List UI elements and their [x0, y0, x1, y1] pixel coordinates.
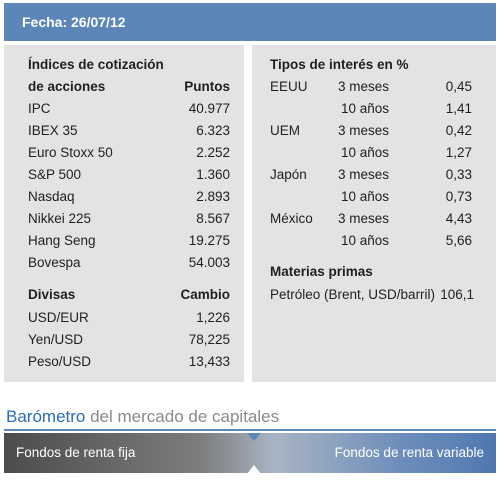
currency-value: 1,226 [196, 310, 230, 325]
index-name: IPC [28, 101, 51, 116]
index-name: S&P 500 [28, 167, 82, 182]
divisas-title: Divisas [28, 287, 76, 302]
rate-country: EEUU [270, 79, 308, 94]
index-name: IBEX 35 [28, 123, 78, 138]
rate-value: 1,41 [445, 101, 472, 116]
left-panel: Índices de cotización de acciones Puntos… [4, 45, 244, 382]
rate-term: 3 meses [337, 167, 389, 182]
barometro-left-label: Fondos de renta fija [16, 445, 136, 460]
rate-term: 3 meses [337, 123, 389, 138]
commodity-value: 106,1 [440, 287, 474, 302]
index-value: 8.567 [196, 211, 230, 226]
index-value: 54.003 [188, 255, 230, 270]
rate-value: 0,42 [445, 123, 472, 138]
rate-term: 3 meses [337, 211, 389, 226]
tipos-title: Tipos de interés en % [270, 57, 409, 72]
rate-value: 4,43 [445, 211, 472, 226]
right-panel: Tipos de interés en % EEUU 3 meses 0,45 … [252, 45, 496, 382]
index-name: Nasdaq [28, 189, 75, 204]
rate-country: Japón [270, 167, 307, 182]
barometro-gauge: Fondos de renta fija Fondos de renta var… [4, 433, 496, 473]
rate-value: 0,33 [445, 167, 472, 182]
indices-title: Índices de cotización [28, 57, 164, 72]
rate-term: 10 años [340, 101, 389, 116]
index-value: 2.252 [196, 145, 230, 160]
rate-country: UEM [270, 123, 300, 138]
date-header: Fecha: 26/07/12 [4, 3, 496, 41]
rate-term: 3 meses [337, 79, 389, 94]
commodity-name: Petróleo (Brent, USD/barril) [270, 287, 436, 302]
rate-value: 5,66 [445, 233, 472, 248]
index-name: Nikkei 225 [28, 211, 92, 226]
index-value: 6.323 [196, 123, 230, 138]
currency-name: Peso/USD [28, 354, 92, 369]
index-name: Euro Stoxx 50 [28, 145, 113, 160]
rate-value: 0,73 [445, 189, 472, 204]
rate-term: 10 años [340, 189, 389, 204]
rate-country: México [270, 211, 313, 226]
currency-value: 13,433 [188, 354, 230, 369]
indices-subtitle: de acciones [28, 79, 106, 94]
barometro-title: Barómetro del mercado de capitales [6, 406, 279, 428]
index-name: Bovespa [28, 255, 81, 270]
pointer-down-icon [247, 433, 261, 441]
rate-value: 1,27 [445, 145, 472, 160]
index-value: 2.893 [196, 189, 230, 204]
barometro-right-label: Fondos de renta variable [334, 445, 484, 460]
barometro-title-rest: del mercado de capitales [85, 407, 280, 426]
index-name: Hang Seng [28, 233, 96, 248]
barometro-title-main: Barómetro [6, 407, 86, 426]
pointer-up-icon [247, 465, 261, 474]
index-value: 40.977 [188, 101, 230, 116]
rate-term: 10 años [340, 233, 389, 248]
rate-value: 0,45 [445, 79, 472, 94]
divisas-value-header: Cambio [180, 287, 230, 302]
currency-name: Yen/USD [28, 332, 84, 347]
barometro-divider [4, 429, 496, 431]
currency-name: USD/EUR [28, 310, 89, 325]
date-label: Fecha: 26/07/12 [22, 14, 126, 30]
rate-term: 10 años [340, 145, 389, 160]
indices-value-header: Puntos [184, 79, 230, 94]
currency-value: 78,225 [188, 332, 230, 347]
index-value: 19.275 [188, 233, 230, 248]
materias-title: Materias primas [270, 264, 373, 279]
index-value: 1.360 [196, 167, 230, 182]
